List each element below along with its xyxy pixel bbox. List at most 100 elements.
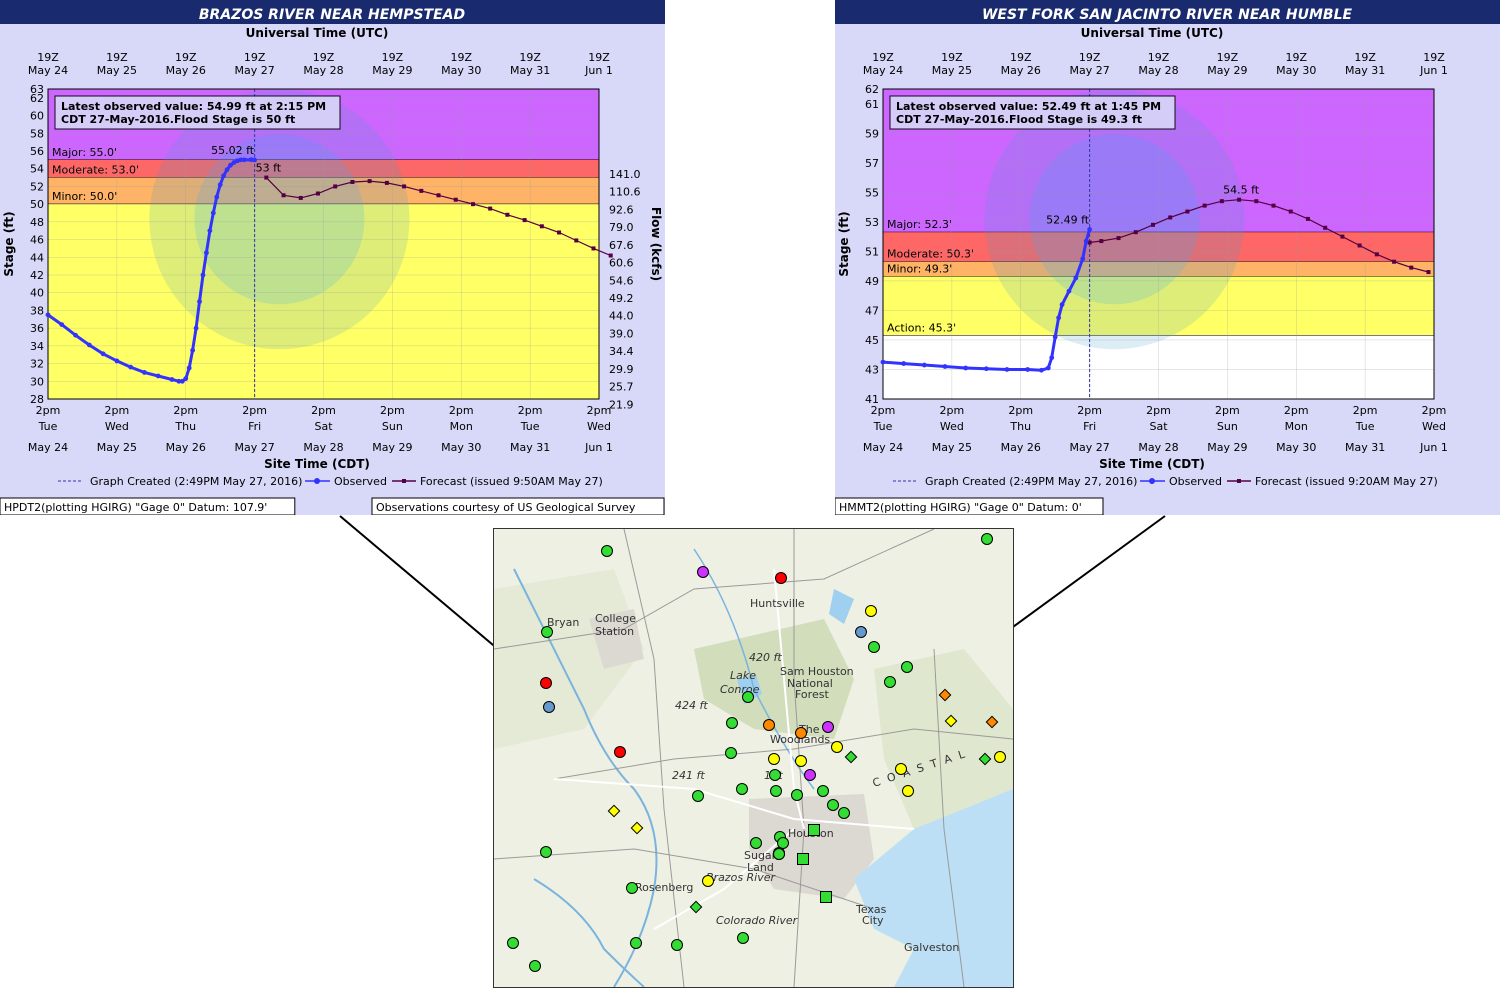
utc-tick-label: 19Z xyxy=(1148,51,1170,64)
x-tick-label: May 30 xyxy=(1276,441,1316,454)
map-label: Sam Houston xyxy=(780,665,854,678)
observed-point xyxy=(214,194,220,200)
utc-tick-label: 19Z xyxy=(313,51,335,64)
gauge-marker xyxy=(543,701,555,713)
utc-tick-label: 19Z xyxy=(1354,51,1376,64)
x-axis-label: Site Time (CDT) xyxy=(264,457,370,471)
x-tick-label: Wed xyxy=(105,420,129,433)
observed-point xyxy=(248,157,254,163)
legend-observed-marker xyxy=(314,478,320,484)
x-tick-label: 2pm xyxy=(1422,404,1447,417)
observed-point xyxy=(142,370,147,375)
gauge-marker xyxy=(902,785,914,797)
y-tick-label: 61 xyxy=(865,98,879,111)
map-label: National xyxy=(787,677,833,690)
y-tick-label: 48 xyxy=(30,216,44,229)
x-tick-label: May 25 xyxy=(932,441,972,454)
map-label: Galveston xyxy=(904,941,959,954)
y-tick-label: 40 xyxy=(30,287,44,300)
x-tick-label: 2pm xyxy=(242,404,267,417)
forecast-point xyxy=(298,195,303,200)
y-tick-label: 32 xyxy=(30,358,44,371)
gauge-marker xyxy=(770,785,782,797)
noaa-watermark xyxy=(984,89,1245,350)
gauge-marker xyxy=(750,837,762,849)
gauge-map: Huntsville Bryan College Station Lake Conroe S… xyxy=(493,528,1014,988)
observed-point xyxy=(1052,334,1058,340)
forecast-point xyxy=(384,180,389,185)
gauge-marker xyxy=(844,750,858,764)
y-tick-label: 55 xyxy=(865,186,879,199)
gauge-marker xyxy=(901,661,913,673)
legend-forecast-marker xyxy=(402,479,406,483)
gauge-marker xyxy=(831,741,843,753)
utc-tick-label: 19Z xyxy=(382,51,404,64)
forecast-point xyxy=(264,175,269,180)
gauge-marker xyxy=(702,875,714,887)
gauge-marker xyxy=(884,676,896,688)
utc-tick-label: 19Z xyxy=(1423,51,1445,64)
gauge-marker xyxy=(614,746,626,758)
gauge-marker xyxy=(838,807,850,819)
gauge-marker xyxy=(689,900,703,914)
map-label: Colorado River xyxy=(716,914,799,927)
flood-category-label: Moderate: 50.3' xyxy=(887,248,974,261)
utc-tick-label: May 24 xyxy=(863,64,903,77)
forecast-point xyxy=(402,184,407,189)
x-tick-label: Sun xyxy=(1217,420,1238,433)
observed-point xyxy=(1045,365,1051,371)
utc-tick-label: 19Z xyxy=(872,51,894,64)
forecast-point xyxy=(1237,197,1242,202)
noaa-watermark xyxy=(149,89,410,350)
x-tick-label: Mon xyxy=(1285,420,1308,433)
y-tick-label: 62 xyxy=(30,92,44,105)
observed-point xyxy=(1073,275,1079,281)
observed-point xyxy=(86,342,92,348)
utc-tick-label: May 27 xyxy=(235,64,275,77)
observed-peak-label: 55.02 ft xyxy=(211,144,255,157)
x-tick-label: Thu xyxy=(174,420,196,433)
x-tick-label: Jun 1 xyxy=(1419,441,1448,454)
x-tick-label: May 31 xyxy=(510,441,550,454)
map-label: Bryan xyxy=(547,616,579,629)
utc-tick-label: 19Z xyxy=(244,51,266,64)
x-tick-label: Sun xyxy=(382,420,403,433)
flow-tick-label: 110.6 xyxy=(609,186,641,199)
galveston-bay xyxy=(854,789,1013,987)
forecast-point xyxy=(539,224,544,229)
flow-tick-label: 79.0 xyxy=(609,221,634,234)
flow-axis-label: Flow (kcfs) xyxy=(649,207,663,281)
forecast-point xyxy=(1357,243,1362,248)
y-tick-label: 60 xyxy=(30,110,44,123)
y-tick-label: 56 xyxy=(30,145,44,158)
gauge-marker xyxy=(944,714,958,728)
map-label: City xyxy=(862,914,884,927)
utc-tick-label: May 27 xyxy=(1070,64,1110,77)
forecast-point xyxy=(608,253,613,258)
x-tick-label: May 27 xyxy=(235,441,275,454)
x-tick-label: May 29 xyxy=(372,441,412,454)
y-tick-label: 53 xyxy=(865,216,879,229)
legend-observed-label: Observed xyxy=(334,475,387,488)
title-bar xyxy=(835,0,1500,24)
observed-point xyxy=(1049,355,1055,361)
flow-tick-label: 49.2 xyxy=(609,292,634,305)
forecast-point xyxy=(1133,230,1138,235)
map-label: Forest xyxy=(795,688,829,701)
gauge-marker xyxy=(692,790,704,802)
utc-tick-label: May 25 xyxy=(932,64,972,77)
flow-tick-label: 60.6 xyxy=(609,257,634,270)
observed-point xyxy=(983,366,989,372)
brazos-river xyxy=(513,568,658,987)
y-tick-label: 36 xyxy=(30,322,44,335)
observed-point xyxy=(100,351,106,357)
y-tick-label: 43 xyxy=(865,363,879,376)
forecast-point xyxy=(367,179,372,184)
gauge-marker xyxy=(726,717,738,729)
observed-point xyxy=(217,182,223,188)
hydrograph-brazos: BRAZOS RIVER NEAR HEMPSTEAD Universal Tim… xyxy=(0,0,665,515)
gauge-marker xyxy=(671,939,683,951)
observed-point xyxy=(114,358,120,364)
gauge-marker xyxy=(540,677,552,689)
y-tick-label: 62 xyxy=(865,83,879,96)
